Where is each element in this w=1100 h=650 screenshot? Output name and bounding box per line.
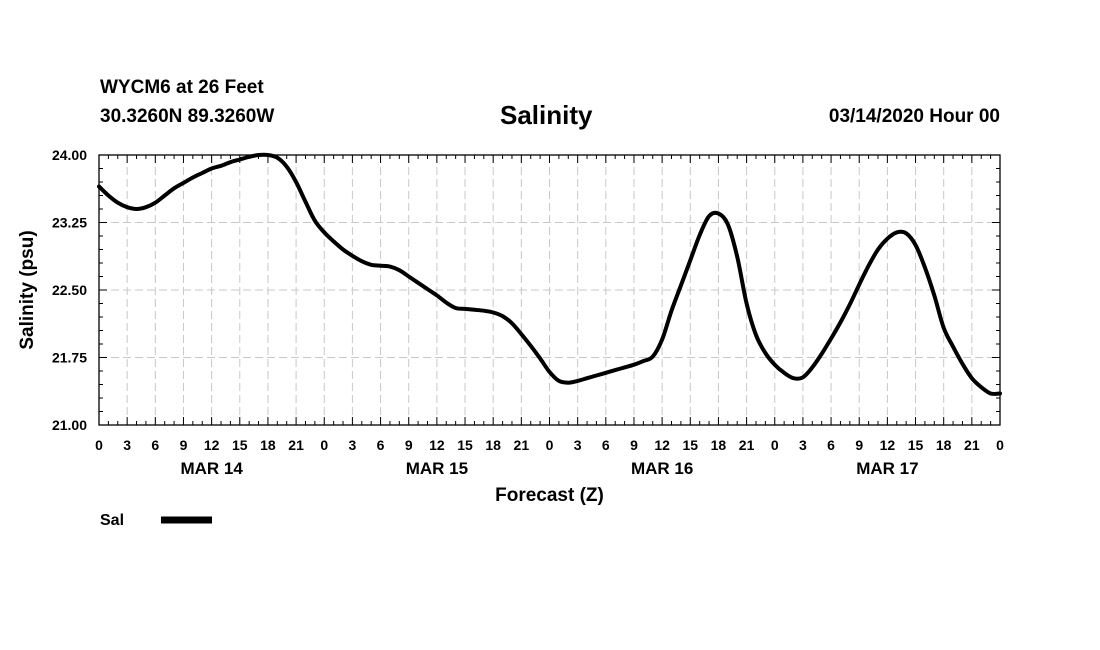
grid-lines [99,155,1000,425]
x-tick-label: 0 [95,437,103,453]
y-tick-label: 21.75 [52,350,87,366]
x-tick-label: 9 [855,437,863,453]
y-tick-label: 21.00 [52,417,87,433]
x-tick-label: 3 [799,437,807,453]
x-tick-label: 0 [546,437,554,453]
x-tick-label: 9 [630,437,638,453]
x-tick-label: 6 [377,437,385,453]
x-tick-label: 12 [204,437,220,453]
plot-frame [98,154,1001,426]
date-label: MAR 16 [631,459,693,478]
x-tick-label: 21 [964,437,980,453]
forecast-timestamp: 03/14/2020 Hour 00 [828,106,1000,127]
date-label: MAR 14 [180,459,243,478]
x-tick-label: 0 [320,437,328,453]
x-tick-label: 15 [908,437,924,453]
x-tick-label: 15 [682,437,698,453]
x-tick-label: 3 [349,437,357,453]
x-tick-label: 0 [771,437,779,453]
x-tick-label: 9 [405,437,413,453]
series-line-sal [97,152,1002,396]
x-tick-label: 18 [260,437,276,453]
x-tick-label: 6 [602,437,610,453]
x-tick-label: 21 [739,437,755,453]
x-tick-label: 15 [457,437,473,453]
x-tick-label: 21 [514,437,530,453]
x-tick-label: 6 [151,437,159,453]
x-tick-label: 18 [485,437,501,453]
x-tick-label: 12 [880,437,896,453]
station-coordinates: 30.3260N 89.3260W [100,106,275,127]
x-tick-label: 6 [827,437,835,453]
y-axis-title: Salinity (psu) [17,230,38,349]
x-tick-label: 12 [429,437,445,453]
y-tick-labels: 21.00 21.75 22.50 23.25 24.00 [52,147,87,433]
x-tick-labels: 0 3 6 9 12 15 18 21 0 3 6 9 12 15 18 21 0 3 6 9 12 15 18 21 0 3 6 9… [95,437,1004,453]
y-tick-label: 23.25 [52,215,87,231]
date-label: MAR 15 [406,459,468,478]
chart-title: Salinity [500,100,593,130]
y-tick-label: 22.50 [52,282,87,298]
x-tick-label: 18 [936,437,952,453]
x-tick-label: 12 [654,437,670,453]
x-tick-label: 18 [711,437,727,453]
date-labels: MAR 14 MAR 15 MAR 16 MAR 17 [180,459,918,478]
x-tick-label: 15 [232,437,248,453]
x-tick-label: 9 [180,437,188,453]
date-label: MAR 17 [856,459,918,478]
x-axis-title: Forecast (Z) [495,485,604,506]
y-tick-label: 24.00 [52,147,87,163]
x-tick-label: 21 [288,437,304,453]
x-tick-label: 3 [123,437,131,453]
x-tick-label: 0 [996,437,1004,453]
station-name: WYCM6 at 26 Feet [100,77,264,98]
x-tick-label: 3 [574,437,582,453]
legend-label: Sal [100,512,124,529]
